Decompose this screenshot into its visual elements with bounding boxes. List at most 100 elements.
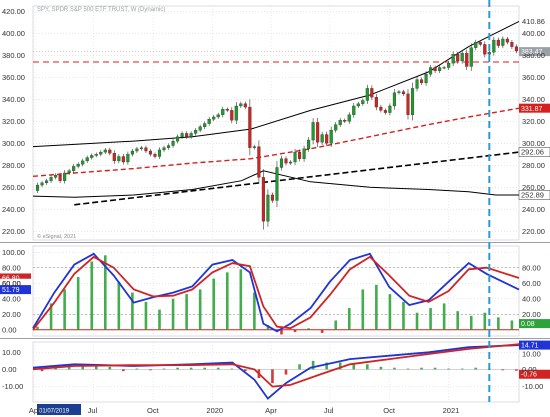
y-tick-label-right: 380.00 bbox=[522, 51, 545, 60]
histogram-bar bbox=[81, 364, 84, 370]
y-tick-label-left: 360.00 bbox=[2, 73, 25, 82]
candle-body bbox=[329, 129, 333, 144]
candle-body bbox=[108, 149, 112, 154]
lower-envelope-tag: 252.89 bbox=[521, 191, 544, 200]
histogram-bar bbox=[375, 284, 378, 330]
histogram-bar bbox=[402, 301, 405, 330]
candle-body bbox=[415, 79, 419, 89]
candle-body bbox=[510, 42, 514, 47]
histogram-layer bbox=[36, 255, 518, 384]
y-tick-label-left: 20.00 bbox=[2, 310, 21, 319]
y-tick-label-left: 10.00 bbox=[2, 348, 21, 357]
y-tick-label-left: 340.00 bbox=[2, 95, 25, 104]
x-tick-label: Jul bbox=[88, 406, 98, 415]
histogram-bar bbox=[388, 294, 392, 330]
y-tick-label-right: 20.00 bbox=[522, 310, 541, 319]
candle-body bbox=[370, 88, 374, 98]
candle-body bbox=[361, 100, 365, 104]
candle-body bbox=[117, 156, 121, 162]
histogram-bar bbox=[90, 261, 94, 330]
candle-body bbox=[49, 177, 53, 181]
red-average-tag-bg bbox=[519, 103, 550, 113]
red-average-line bbox=[32, 107, 520, 177]
histogram-bar bbox=[334, 320, 338, 330]
candle-body bbox=[447, 62, 451, 68]
lower-envelope-tag-bg bbox=[518, 190, 550, 200]
candle-body bbox=[419, 79, 424, 84]
histogram-bar bbox=[420, 367, 423, 370]
histogram-bar bbox=[253, 292, 256, 330]
y-tick-label-right: 80.00 bbox=[522, 263, 541, 272]
y-tick-label-right: 240.00 bbox=[522, 205, 545, 214]
chart-title: SPY, SPDR S&P 500 ETF TRUST, W (Dynamic) bbox=[37, 7, 165, 13]
candle-body bbox=[343, 120, 347, 122]
candle-body bbox=[492, 39, 496, 53]
histogram-bar bbox=[36, 326, 39, 330]
candle-body bbox=[135, 148, 139, 152]
x-tick-label: Apr bbox=[29, 406, 41, 415]
labels-layer: 220.00 240.00 260.00 280.00 300.00 320.00 340.… bbox=[2, 7, 545, 415]
histogram-bar bbox=[144, 301, 148, 330]
oscillator-hist-tag: 0.08 bbox=[521, 321, 535, 328]
candle-body bbox=[121, 156, 125, 163]
candle-body bbox=[239, 103, 243, 107]
histogram-bar bbox=[442, 303, 446, 330]
candle-body bbox=[40, 182, 44, 186]
panel-frame-1 bbox=[32, 5, 520, 241]
candle-body bbox=[279, 158, 284, 168]
candle-body bbox=[302, 148, 306, 159]
candle-body bbox=[442, 67, 446, 69]
candle-body bbox=[438, 67, 442, 71]
y-tick-label-right: -10.00 bbox=[522, 382, 543, 391]
candle-body bbox=[176, 136, 180, 142]
histogram-bar bbox=[203, 367, 206, 370]
oscillator-mid-tag-bg bbox=[0, 278, 31, 288]
candle-body bbox=[505, 38, 509, 43]
x-tick-label: 2020 bbox=[206, 406, 223, 415]
y-tick-label-left: 80.00 bbox=[2, 263, 21, 272]
candle-body bbox=[478, 42, 482, 45]
momentum-level-label: 10.00 bbox=[522, 349, 541, 358]
candle-body bbox=[311, 122, 315, 141]
histogram-bar bbox=[515, 369, 518, 371]
oscillator-red-tag: 66.80 bbox=[2, 276, 20, 283]
y-tick-label-left: 280.00 bbox=[2, 161, 25, 170]
candle-body bbox=[365, 88, 369, 101]
oscillator-blue-tag-bg bbox=[0, 285, 31, 295]
candle-body bbox=[171, 140, 175, 146]
candle-body bbox=[130, 150, 134, 155]
histogram-bar bbox=[135, 368, 139, 370]
candle-body bbox=[374, 97, 378, 108]
y-tick-label-right: 220.00 bbox=[522, 227, 545, 236]
y-tick-label-left: 300.00 bbox=[2, 139, 25, 148]
candle-body bbox=[261, 177, 265, 222]
candle-body bbox=[166, 145, 171, 148]
candle-body bbox=[429, 67, 433, 75]
histogram-bar bbox=[76, 277, 80, 330]
y-tick-label-left: 220.00 bbox=[2, 227, 25, 236]
histogram-bar bbox=[162, 368, 166, 370]
histogram-bar bbox=[244, 369, 247, 372]
watermark: © eSignal, 2021 bbox=[37, 233, 76, 240]
histogram-bar bbox=[239, 269, 243, 330]
histogram-bar bbox=[379, 366, 383, 370]
histogram-bar bbox=[94, 365, 98, 370]
cursor-date-tag-bg bbox=[37, 404, 81, 415]
candle-body bbox=[307, 139, 311, 149]
candle-body bbox=[180, 133, 184, 137]
upper-envelope-label: 410.86 bbox=[522, 17, 545, 26]
candle-body bbox=[270, 194, 275, 201]
y-tick-label-left: 420.00 bbox=[2, 7, 25, 16]
candle-body bbox=[216, 114, 220, 118]
histogram-bar bbox=[366, 364, 369, 370]
candle-body bbox=[81, 160, 85, 165]
histogram-bar bbox=[325, 362, 328, 370]
candle-body bbox=[45, 180, 49, 184]
candle-body bbox=[388, 105, 392, 113]
histogram-bar bbox=[108, 366, 112, 370]
candle-body bbox=[54, 175, 58, 178]
candle-body bbox=[189, 133, 193, 137]
candle-body bbox=[225, 109, 229, 111]
candle-body bbox=[72, 166, 76, 171]
